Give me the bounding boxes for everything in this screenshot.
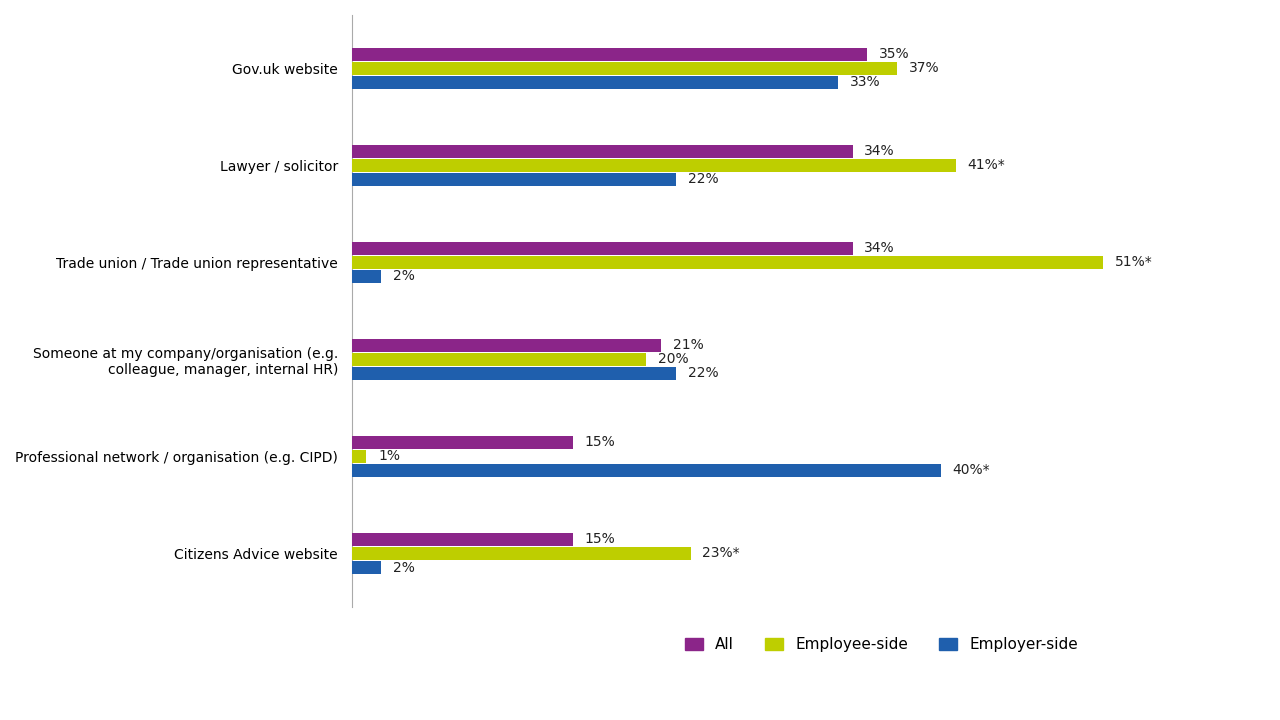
- Text: 20%: 20%: [658, 352, 689, 366]
- Text: 15%: 15%: [585, 532, 616, 546]
- Bar: [352, 62, 897, 75]
- Bar: [352, 145, 852, 158]
- Bar: [352, 256, 1103, 269]
- Text: 2%: 2%: [393, 560, 415, 575]
- Text: 15%: 15%: [585, 436, 616, 449]
- Bar: [352, 158, 956, 172]
- Text: 37%: 37%: [909, 61, 940, 76]
- Bar: [352, 366, 676, 380]
- Bar: [352, 338, 660, 352]
- Bar: [352, 270, 381, 283]
- Bar: [352, 353, 646, 366]
- Text: 34%: 34%: [864, 144, 895, 158]
- Bar: [352, 436, 572, 449]
- Bar: [352, 76, 838, 89]
- Bar: [352, 561, 381, 575]
- Bar: [352, 533, 572, 546]
- Text: 21%: 21%: [673, 338, 704, 352]
- Text: 51%*: 51%*: [1115, 256, 1152, 269]
- Legend: All, Employee-side, Employer-side: All, Employee-side, Employer-side: [678, 631, 1084, 658]
- Text: 33%: 33%: [850, 76, 881, 89]
- Bar: [352, 464, 941, 477]
- Text: 41%*: 41%*: [968, 158, 1005, 172]
- Bar: [352, 449, 366, 463]
- Text: 23%*: 23%*: [703, 546, 740, 560]
- Text: 40%*: 40%*: [952, 464, 991, 477]
- Bar: [352, 173, 676, 186]
- Text: 1%: 1%: [379, 449, 401, 464]
- Text: 2%: 2%: [393, 269, 415, 284]
- Text: 35%: 35%: [879, 48, 910, 61]
- Bar: [352, 241, 852, 255]
- Bar: [352, 48, 868, 61]
- Text: 34%: 34%: [864, 241, 895, 256]
- Text: 22%: 22%: [687, 173, 718, 186]
- Text: 22%: 22%: [687, 366, 718, 380]
- Bar: [352, 546, 690, 560]
